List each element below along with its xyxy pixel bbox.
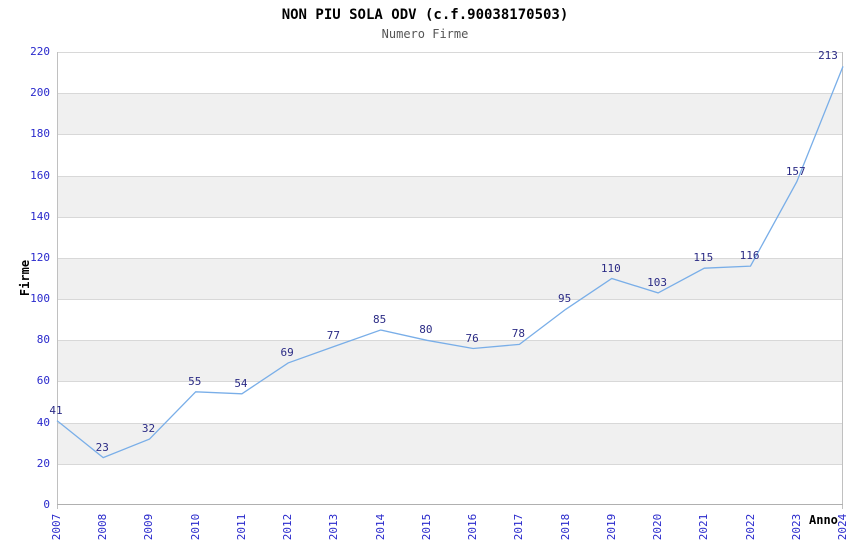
x-tick-label: 2015 <box>419 513 433 541</box>
gridline <box>57 216 843 218</box>
chart-title: NON PIU SOLA ODV (c.f.90038170503) <box>281 7 569 23</box>
gridline <box>57 463 843 465</box>
value-label: 157 <box>785 164 806 178</box>
y-tick-label: 160 <box>30 168 50 182</box>
y-tick-label: 0 <box>43 498 50 511</box>
value-label: 213 <box>818 49 838 63</box>
x-axis-title: Anno <box>809 513 838 527</box>
y-tick-label: 100 <box>30 292 50 306</box>
y-tick-label: 220 <box>30 45 50 58</box>
x-tick-label: 2012 <box>281 513 295 541</box>
value-label: 103 <box>647 275 667 289</box>
x-tick-label: 2019 <box>604 513 618 541</box>
value-label: 41 <box>49 403 63 417</box>
background-band <box>57 175 843 217</box>
y-tick-label: 120 <box>30 250 50 264</box>
value-label: 85 <box>373 312 387 326</box>
x-tick-label: 2018 <box>558 513 572 541</box>
x-tick-label: 2024 <box>836 513 849 541</box>
x-tick-label: 2013 <box>327 513 341 541</box>
y-tick-label: 180 <box>30 127 50 141</box>
value-label: 115 <box>693 251 714 265</box>
x-tick-label: 2014 <box>373 513 387 541</box>
y-tick-label: 200 <box>30 86 50 100</box>
y-tick-label: 60 <box>36 374 50 388</box>
gridline <box>57 93 843 95</box>
x-tick-label: 2023 <box>789 513 803 541</box>
gridline <box>57 175 843 177</box>
y-tick-label: 40 <box>36 415 50 429</box>
value-label: 116 <box>739 249 760 263</box>
x-tick-label: 2016 <box>466 513 480 541</box>
y-tick-label: 80 <box>36 333 50 347</box>
x-axis-line <box>57 504 843 505</box>
plot-area <box>57 52 843 509</box>
value-label: 110 <box>600 261 621 275</box>
x-tick-label: 2022 <box>743 513 757 541</box>
x-tick-label: 2008 <box>96 513 110 541</box>
value-label: 95 <box>557 292 572 306</box>
value-label: 77 <box>326 329 341 343</box>
x-tick-label: 2010 <box>188 513 202 541</box>
plot-border <box>57 52 58 509</box>
x-tick-label: 2020 <box>651 513 665 541</box>
value-label: 23 <box>95 440 109 454</box>
y-tick-label: 20 <box>36 456 50 470</box>
x-tick-label: 2021 <box>697 513 711 541</box>
background-band <box>57 422 843 464</box>
y-tick-label: 140 <box>30 209 50 223</box>
x-tick-label: 2011 <box>234 513 248 541</box>
value-label: 78 <box>511 327 525 341</box>
value-label: 76 <box>465 331 479 345</box>
gridline <box>57 52 843 53</box>
x-tick-label: 2017 <box>512 513 526 541</box>
gridline <box>57 422 843 424</box>
value-label: 55 <box>188 374 202 388</box>
value-label: 54 <box>234 376 248 390</box>
x-tick-label: 2009 <box>142 513 156 541</box>
value-label: 80 <box>419 323 433 337</box>
background-band <box>57 93 843 135</box>
value-label: 69 <box>280 345 294 359</box>
plot-border <box>842 52 843 509</box>
chart-subtitle: Numero Firme <box>381 27 469 41</box>
gridline <box>57 134 843 136</box>
gridline <box>57 299 843 301</box>
x-tick-label: 2007 <box>50 513 63 541</box>
value-label: 32 <box>141 422 156 436</box>
